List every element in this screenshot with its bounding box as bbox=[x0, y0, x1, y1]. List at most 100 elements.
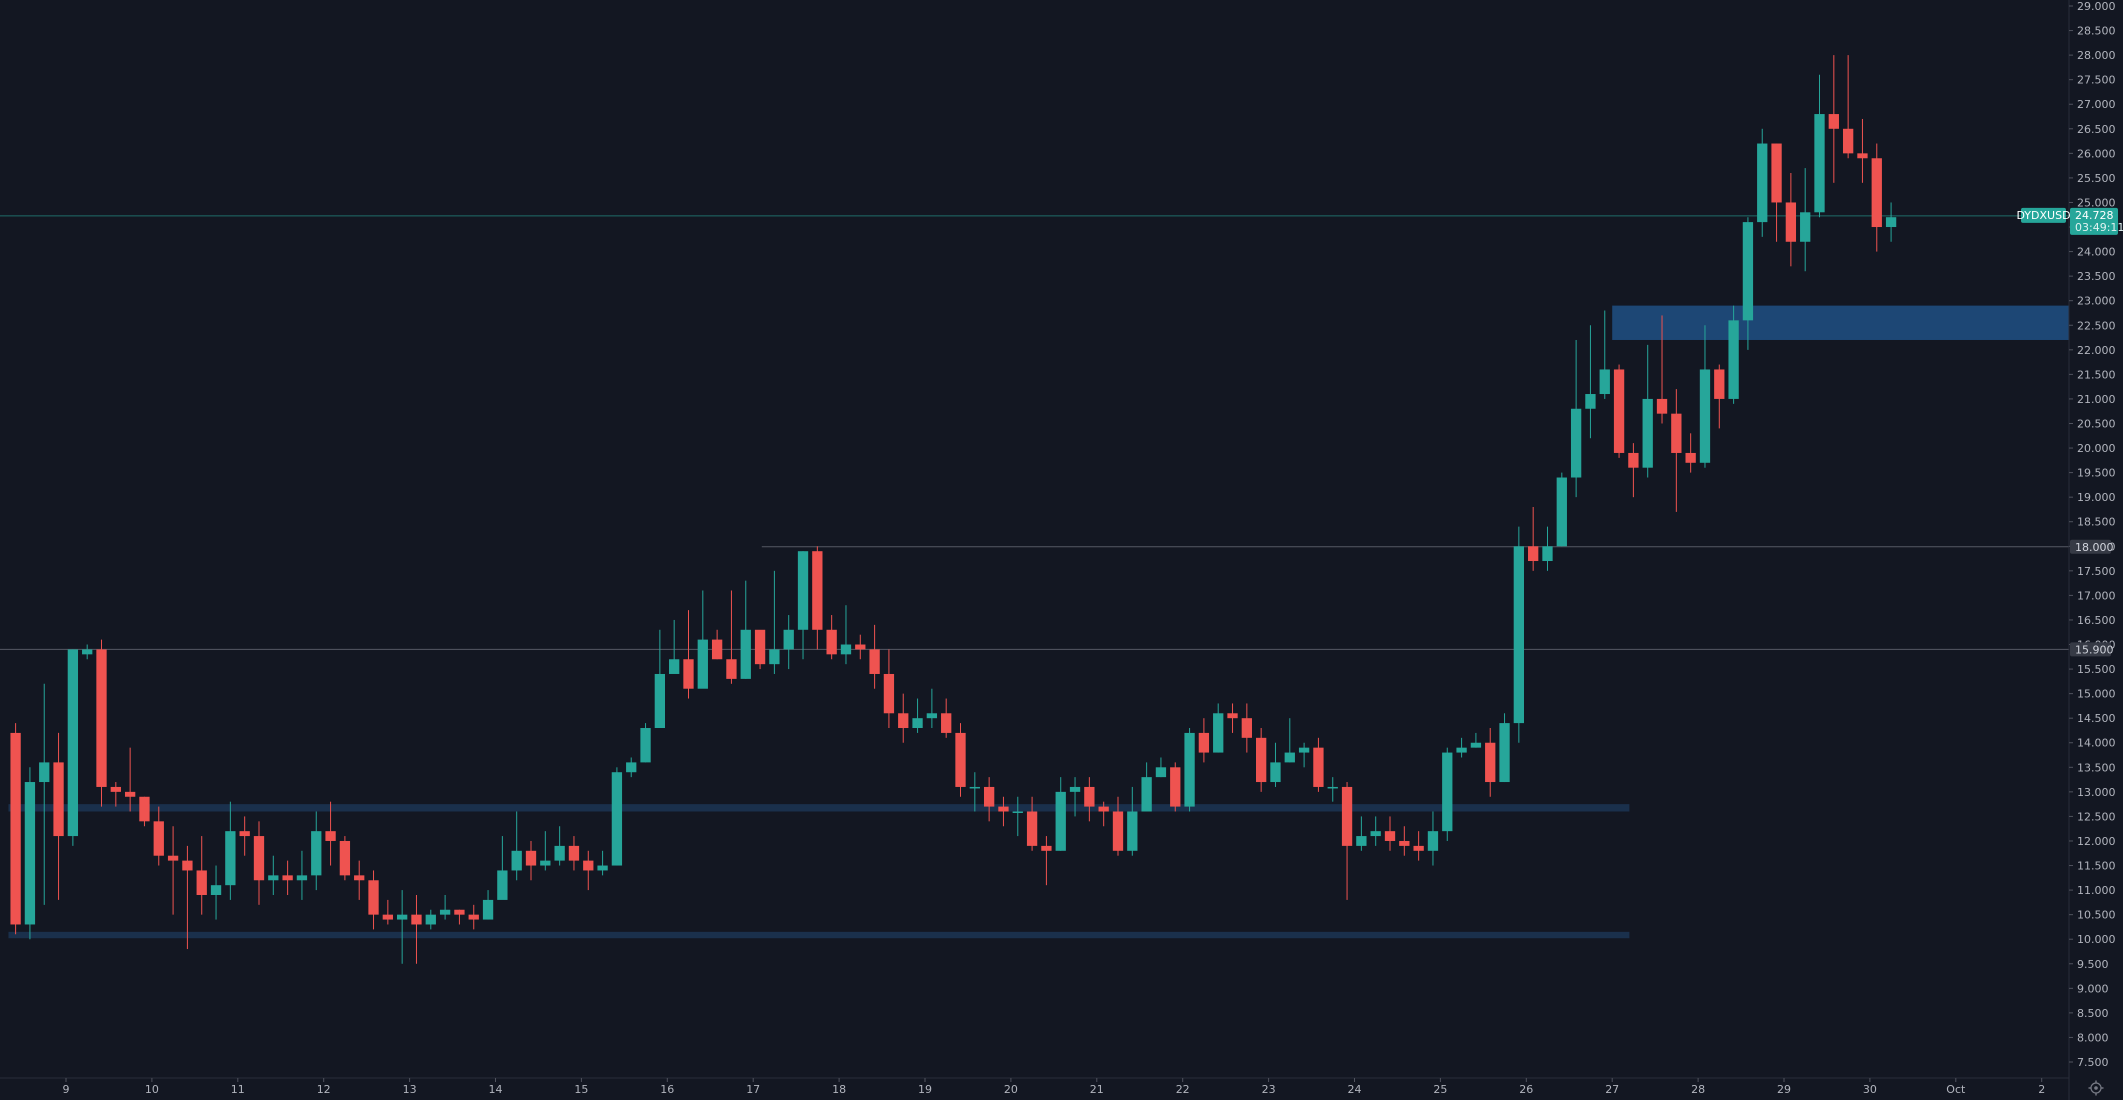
candle[interactable] bbox=[1842, 55, 1854, 159]
candle[interactable] bbox=[1699, 325, 1711, 468]
candle[interactable] bbox=[368, 870, 379, 930]
candle[interactable] bbox=[1442, 747, 1453, 841]
candle[interactable] bbox=[898, 693, 909, 743]
candle[interactable] bbox=[1241, 703, 1252, 753]
candle[interactable] bbox=[1470, 732, 1482, 748]
candle[interactable] bbox=[468, 904, 479, 930]
candle[interactable] bbox=[1542, 526, 1553, 571]
candle[interactable] bbox=[941, 698, 952, 738]
candle[interactable] bbox=[1370, 816, 1381, 846]
candle[interactable] bbox=[1528, 506, 1539, 571]
candle[interactable] bbox=[196, 836, 207, 915]
candle[interactable] bbox=[110, 782, 121, 807]
candle[interactable] bbox=[339, 836, 351, 881]
candle[interactable] bbox=[1585, 325, 1596, 439]
candle[interactable] bbox=[1327, 777, 1338, 802]
candle[interactable] bbox=[740, 580, 751, 679]
candle[interactable] bbox=[812, 546, 823, 650]
candle[interactable] bbox=[1012, 796, 1023, 837]
candle[interactable] bbox=[1656, 315, 1668, 424]
candle[interactable] bbox=[726, 590, 737, 684]
candle[interactable] bbox=[1556, 472, 1567, 547]
candle[interactable] bbox=[926, 688, 938, 729]
candle[interactable] bbox=[411, 895, 422, 964]
candle[interactable] bbox=[568, 836, 580, 871]
candle[interactable] bbox=[124, 747, 136, 812]
candle[interactable] bbox=[239, 816, 250, 856]
candle[interactable] bbox=[1714, 364, 1725, 429]
candle[interactable] bbox=[253, 821, 265, 905]
candle[interactable] bbox=[454, 909, 465, 925]
candle[interactable] bbox=[1084, 777, 1095, 822]
level-tag-1[interactable]: 15.900 bbox=[2070, 642, 2114, 657]
candle[interactable] bbox=[1184, 728, 1195, 812]
candle[interactable] bbox=[1599, 310, 1610, 399]
candle[interactable] bbox=[969, 772, 980, 812]
candle[interactable] bbox=[983, 777, 995, 822]
candle[interactable] bbox=[1198, 718, 1210, 763]
candle[interactable] bbox=[1570, 339, 1582, 498]
level-tag-0[interactable]: 18.000 bbox=[2070, 539, 2114, 554]
candle[interactable] bbox=[669, 619, 680, 674]
candle[interactable] bbox=[1871, 143, 1882, 252]
candle[interactable] bbox=[1885, 202, 1897, 242]
candle[interactable] bbox=[24, 767, 36, 940]
candle[interactable] bbox=[769, 570, 780, 674]
candle[interactable] bbox=[540, 831, 551, 871]
candle[interactable] bbox=[883, 649, 895, 729]
candle[interactable] bbox=[1728, 305, 1739, 404]
candle[interactable] bbox=[382, 899, 393, 925]
candle[interactable] bbox=[797, 551, 809, 660]
candle[interactable] bbox=[482, 890, 494, 920]
candle[interactable] bbox=[1098, 801, 1109, 827]
candle[interactable] bbox=[439, 895, 451, 920]
candle[interactable] bbox=[1828, 55, 1839, 183]
candle[interactable] bbox=[1742, 217, 1754, 350]
candle[interactable] bbox=[525, 840, 537, 881]
candle[interactable] bbox=[1685, 433, 1696, 473]
time-axis[interactable]: 9 10 11 12 13 14 15 16 17 18 19 20 21 22 23 24 25 26 27 28 2… bbox=[0, 1077, 2069, 1096]
candle[interactable] bbox=[1485, 728, 1496, 797]
gear-icon[interactable] bbox=[2088, 1080, 2104, 1096]
candle[interactable] bbox=[597, 850, 608, 876]
candle[interactable] bbox=[754, 629, 766, 670]
candle[interactable] bbox=[153, 806, 164, 866]
candle[interactable] bbox=[1041, 836, 1052, 886]
candle[interactable] bbox=[711, 629, 723, 660]
candle[interactable] bbox=[1155, 757, 1167, 778]
candle[interactable] bbox=[1313, 737, 1324, 792]
candle[interactable] bbox=[1026, 796, 1038, 851]
candles-layer[interactable] bbox=[10, 55, 1897, 964]
candle[interactable] bbox=[1785, 172, 1797, 267]
candle[interactable] bbox=[282, 860, 293, 896]
candle[interactable] bbox=[1213, 703, 1224, 753]
zone-0[interactable] bbox=[1612, 305, 2069, 340]
candle[interactable] bbox=[1270, 742, 1281, 787]
candle[interactable] bbox=[1642, 344, 1653, 478]
candle[interactable] bbox=[554, 826, 565, 866]
candle[interactable] bbox=[1384, 816, 1396, 851]
candle[interactable] bbox=[640, 723, 651, 763]
candle[interactable] bbox=[311, 811, 322, 891]
candle[interactable] bbox=[210, 865, 222, 920]
candle[interactable] bbox=[1284, 718, 1295, 763]
candle[interactable] bbox=[1356, 816, 1367, 851]
candle[interactable] bbox=[67, 649, 79, 846]
candle[interactable] bbox=[1256, 728, 1267, 792]
candle[interactable] bbox=[840, 605, 852, 665]
candle[interactable] bbox=[611, 767, 623, 866]
candle[interactable] bbox=[1671, 389, 1682, 512]
candle[interactable] bbox=[654, 629, 666, 729]
candle[interactable] bbox=[1341, 782, 1353, 900]
candle[interactable] bbox=[397, 890, 408, 964]
candle[interactable] bbox=[10, 723, 21, 935]
candle[interactable] bbox=[1814, 74, 1825, 218]
candle[interactable] bbox=[1427, 811, 1439, 866]
candle[interactable] bbox=[583, 850, 594, 891]
candle[interactable] bbox=[1141, 762, 1152, 812]
candle[interactable] bbox=[268, 855, 279, 896]
candle[interactable] bbox=[1857, 118, 1868, 183]
candle[interactable] bbox=[53, 732, 64, 900]
